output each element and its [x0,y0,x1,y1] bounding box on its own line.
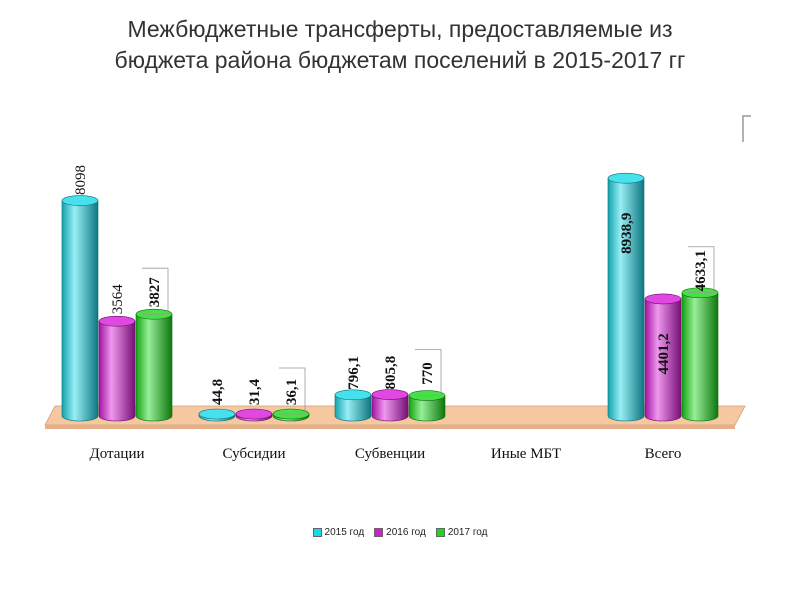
chart-legend: 2015 год 2016 год 2017 год [0,527,800,538]
data-label: 4633,1 [693,250,709,291]
corner-bracket [742,115,751,142]
bar [408,390,446,422]
legend-item: 2015 год [312,527,365,538]
bar [272,408,310,422]
bar [607,172,645,422]
bar [135,308,173,422]
data-label: 36,1 [284,379,300,405]
category-label: Субсидии [223,446,286,462]
bar [334,389,372,422]
legend-item: 2016 год [374,527,426,538]
data-label-box [279,367,306,415]
data-label-box [688,246,715,294]
chart-floor-front [45,425,735,429]
bar [235,408,273,422]
data-label-box [142,267,169,315]
legend-label: 2016 год [386,527,426,538]
category-label: Иные МБТ [491,446,561,462]
bar [198,408,236,422]
bar [61,195,99,422]
data-label: 805,8 [383,356,399,390]
legend-item: 2017 год [435,527,488,538]
bar [371,389,409,422]
data-label: 8938,9 [619,213,635,254]
category-label: Субвенции [355,446,425,462]
legend-swatch [312,528,322,537]
data-label: 796,1 [346,356,362,390]
data-label: 770 [420,362,436,385]
chart-title: Межбюджетные трансферты, предоставляемые… [114,16,686,73]
category-label: Дотации [89,446,144,462]
data-label: 31,4 [247,378,263,405]
data-label: 8098 [73,165,89,195]
legend-label: 2017 год [447,527,488,538]
category-label: Всего [645,446,682,462]
bar [681,287,719,422]
data-label-box [415,349,442,396]
data-label: 3564 [110,284,126,315]
legend-label: 2015 год [324,527,365,538]
data-label: 44,8 [210,379,226,405]
legend-swatch [374,528,384,537]
bar [644,293,682,422]
data-label: 4401,2 [656,333,672,374]
bar [98,315,136,422]
legend-swatch [435,528,445,537]
data-label: 3827 [147,277,163,308]
